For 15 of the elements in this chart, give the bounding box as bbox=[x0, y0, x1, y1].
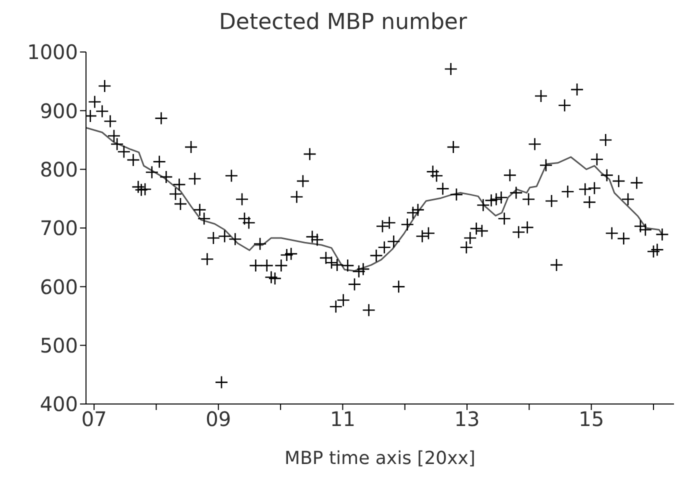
x-tick-label: 15 bbox=[578, 407, 604, 432]
y-tick-label: 700 bbox=[40, 216, 78, 240]
x-tick-label: 11 bbox=[330, 407, 356, 432]
x-tick-label: 09 bbox=[206, 407, 232, 432]
chart-title: Detected MBP number bbox=[218, 9, 468, 37]
x-axis-title: MBP time axis [20xx] bbox=[284, 448, 476, 469]
y-tick-label: 800 bbox=[40, 157, 78, 182]
y-tick-label: 1000 bbox=[27, 40, 78, 64]
x-tick-label: 13 bbox=[454, 407, 480, 432]
y-tick-label: 900 bbox=[40, 98, 78, 123]
line-series bbox=[86, 126, 663, 272]
y-tick-label: 400 bbox=[40, 392, 78, 416]
y-tick-label: 600 bbox=[40, 274, 78, 299]
y-tick-label: 500 bbox=[40, 333, 78, 358]
x-tick-label: 07 bbox=[81, 407, 107, 432]
